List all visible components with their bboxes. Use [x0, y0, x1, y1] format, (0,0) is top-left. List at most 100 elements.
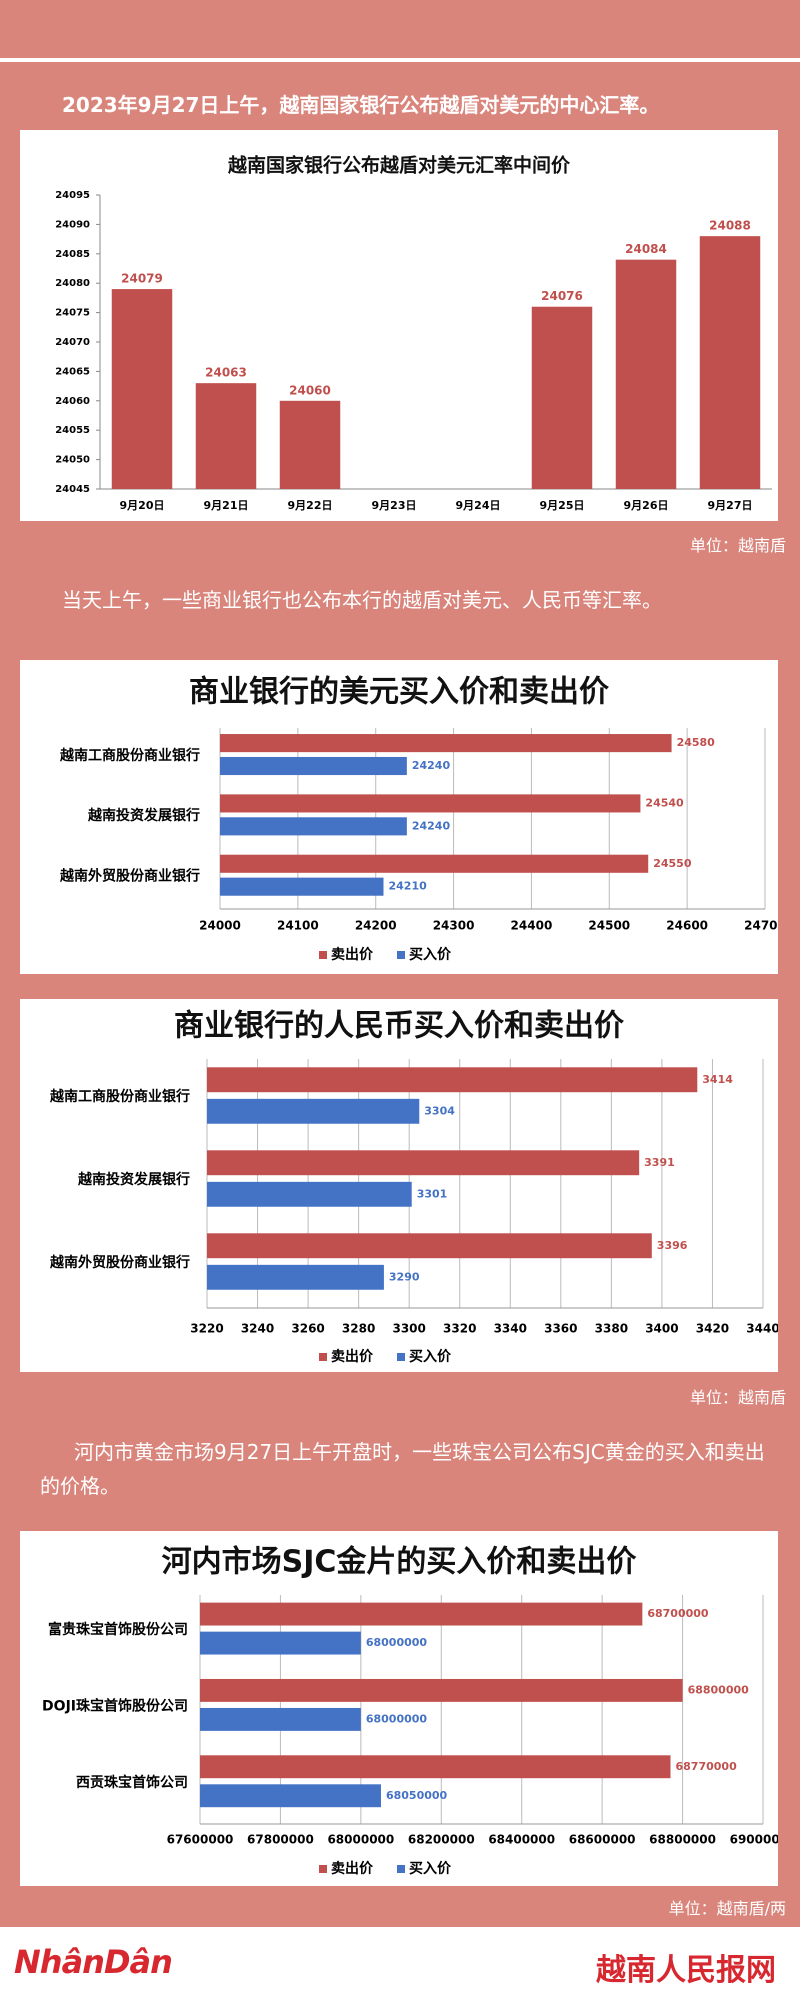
x-tick-label: 69000000 — [730, 1833, 778, 1847]
x-tick-label: 67600000 — [167, 1833, 234, 1847]
bar — [220, 794, 641, 813]
bar — [195, 383, 257, 489]
bar — [220, 854, 649, 873]
y-tick-label: 24055 — [55, 425, 90, 436]
x-tick-label: 9月24日 — [456, 499, 501, 512]
y-tick-label: 24090 — [55, 219, 90, 230]
y-tick-label: 24050 — [55, 455, 90, 466]
bar — [615, 259, 677, 489]
x-tick-label: 9月23日 — [372, 499, 417, 512]
bar — [699, 236, 761, 489]
x-tick-label: 68400000 — [488, 1833, 555, 1847]
x-tick-label: 3400 — [645, 1322, 678, 1336]
x-tick-label: 68200000 — [408, 1833, 475, 1847]
bar — [200, 1784, 381, 1808]
x-tick-label: 3260 — [291, 1322, 324, 1336]
value-label: 3301 — [417, 1187, 448, 1200]
y-tick-label: 24045 — [55, 484, 90, 495]
y-tick-label: 24070 — [55, 337, 90, 348]
category-label: 越南外贸股份商业银行 — [49, 1254, 190, 1271]
y-tick-label: 24075 — [55, 308, 90, 319]
x-tick-label: 24100 — [277, 919, 319, 933]
value-label: 24210 — [389, 880, 428, 893]
bar — [207, 1150, 640, 1176]
chart-title: 河内市场SJC金片的买入价和卖出价 — [162, 1545, 637, 1580]
value-label: 24076 — [541, 289, 583, 303]
y-tick-label: 24095 — [55, 190, 90, 201]
value-label: 24550 — [653, 857, 692, 870]
bar — [207, 1067, 698, 1093]
x-tick-label: 9月20日 — [120, 499, 165, 512]
x-tick-label: 3320 — [443, 1322, 476, 1336]
value-label: 68000000 — [366, 1712, 428, 1725]
category-label: 越南投资发展银行 — [87, 807, 200, 824]
category-label: 越南外贸股份商业银行 — [59, 867, 200, 884]
value-label: 24088 — [709, 219, 751, 233]
category-label: 越南工商股份商业银行 — [59, 747, 200, 764]
bar — [220, 817, 407, 836]
bar — [220, 877, 384, 896]
value-label: 3396 — [657, 1239, 688, 1252]
x-tick-label: 3340 — [494, 1322, 527, 1336]
bar — [220, 734, 672, 753]
legend-swatch — [397, 951, 405, 959]
x-tick-label: 24700 — [744, 919, 778, 933]
unit-note: 单位：越南盾 — [689, 1388, 786, 1407]
site-name: 越南人民报网 — [596, 1953, 776, 1988]
bar — [207, 1098, 420, 1124]
intro: 当天上午，一些商业银行也公布本行的越盾对美元、人民币等汇率。 — [62, 588, 662, 612]
footer: NhânDân 越南人民报网 — [0, 1927, 800, 2000]
x-tick-label: 68800000 — [649, 1833, 716, 1847]
bar — [200, 1631, 361, 1655]
x-tick-label: 24000 — [199, 919, 241, 933]
x-tick-label: 68600000 — [569, 1833, 636, 1847]
value-label: 3290 — [389, 1270, 420, 1283]
legend-label: 买入价 — [409, 947, 452, 963]
value-label: 68800000 — [688, 1683, 750, 1696]
value-label: 3414 — [702, 1073, 733, 1086]
y-tick-label: 24060 — [55, 396, 90, 407]
unit-note: 单位：越南盾 — [689, 536, 786, 555]
bar — [279, 400, 341, 489]
x-tick-label: 24400 — [511, 919, 553, 933]
bar — [207, 1264, 384, 1290]
x-tick-label: 3220 — [190, 1322, 223, 1336]
chart-title: 商业银行的人民币买入价和卖出价 — [174, 1009, 624, 1044]
legend-label: 卖出价 — [331, 946, 374, 963]
chart-title: 商业银行的美元买入价和卖出价 — [189, 675, 609, 710]
y-tick-label: 24080 — [55, 278, 90, 289]
bar — [200, 1755, 671, 1779]
value-label: 24063 — [205, 366, 247, 380]
bar — [200, 1678, 683, 1702]
category-label: 富贵珠宝首饰股份公司 — [48, 1621, 188, 1638]
value-label: 24240 — [412, 759, 451, 772]
x-tick-label: 9月25日 — [540, 499, 585, 512]
value-label: 24540 — [645, 796, 684, 809]
legend-swatch — [319, 1865, 327, 1873]
top-rule — [0, 58, 800, 62]
x-tick-label: 9月26日 — [624, 499, 669, 512]
x-tick-label: 24300 — [433, 919, 475, 933]
value-label: 3391 — [644, 1156, 675, 1169]
x-tick-label: 67800000 — [247, 1833, 314, 1847]
chart-title: 越南国家银行公布越盾对美元汇率中间价 — [227, 154, 571, 177]
value-label: 68700000 — [647, 1607, 709, 1620]
x-tick-label: 24500 — [588, 919, 630, 933]
x-tick-label: 24600 — [666, 919, 708, 933]
x-tick-label: 3360 — [544, 1322, 577, 1336]
value-label: 3304 — [424, 1104, 455, 1117]
bar — [200, 1602, 643, 1626]
value-label: 24084 — [625, 242, 667, 256]
x-tick-label: 9月22日 — [288, 499, 333, 512]
bar — [200, 1707, 361, 1731]
intro: 河内市黄金市场9月27日上午开盘时，一些珠宝公司公布SJC黄金的买入和卖出的价格… — [40, 1440, 765, 1498]
bar — [531, 306, 593, 489]
logo: NhânDân — [14, 1943, 173, 1981]
x-tick-label: 3300 — [392, 1322, 425, 1336]
x-tick-label: 3380 — [595, 1322, 628, 1336]
chart: 河内市场SJC金片的买入价和卖出价 67600000 67800000 6800000… — [20, 1531, 778, 1886]
category-label: DOJI珠宝首饰股份公司 — [42, 1697, 188, 1714]
y-tick-label: 24085 — [55, 249, 90, 260]
legend-label: 买入价 — [409, 1861, 452, 1877]
